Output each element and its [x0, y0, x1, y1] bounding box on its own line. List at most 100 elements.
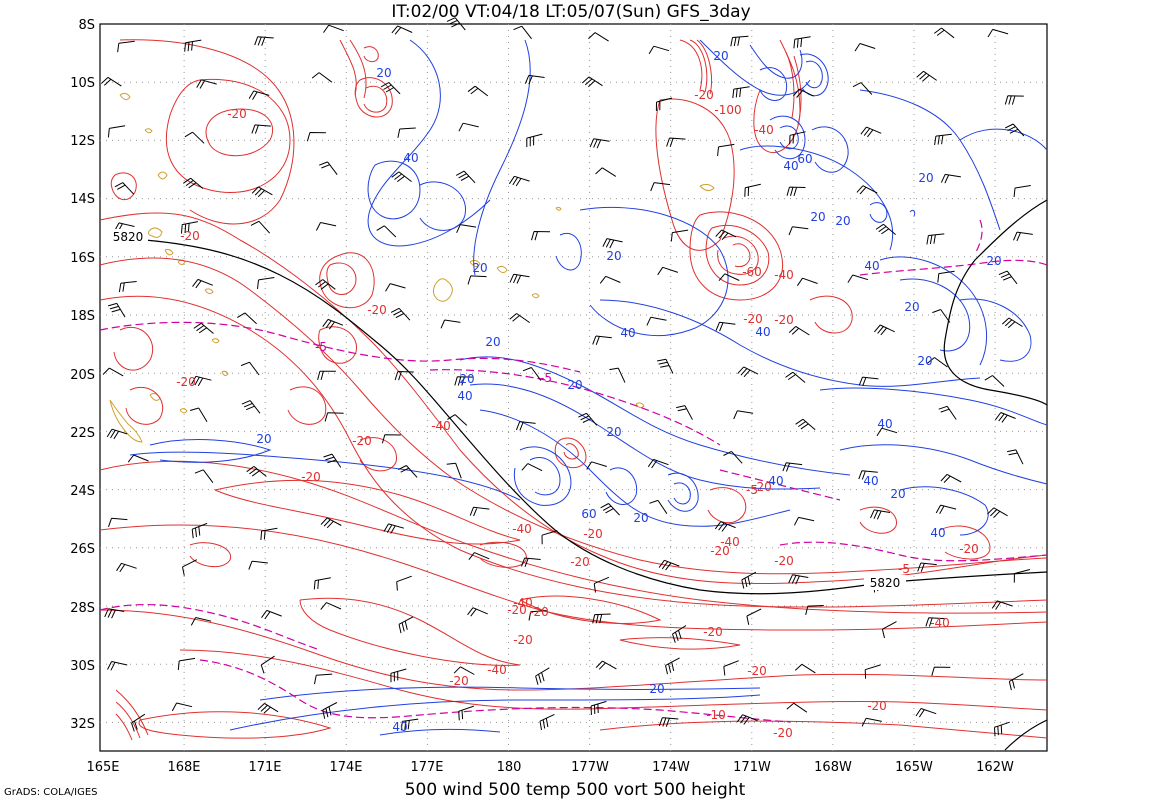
wind-barb [191, 375, 212, 387]
wind-barb [107, 125, 126, 138]
wind-barb [313, 577, 331, 590]
wind-barb [874, 324, 895, 336]
wind-barb [455, 170, 476, 184]
wind-barb [934, 133, 952, 146]
contour-label: 20 [904, 300, 919, 314]
wind-barb [458, 122, 479, 132]
wind-barbs [100, 17, 1033, 737]
wind-barb [658, 717, 679, 727]
contour-label: -20 [227, 107, 247, 121]
contour-label: -20 [774, 554, 794, 568]
contour-label: 40 [877, 417, 892, 431]
contour-label: -20 [180, 229, 200, 243]
wind-barb [795, 418, 816, 431]
wind-barb [260, 527, 278, 541]
wind-barb [937, 270, 955, 283]
contour-label: 20 [917, 354, 932, 368]
wind-barb [655, 97, 673, 112]
lat-label: 28S [70, 601, 95, 616]
wind-barb [508, 175, 530, 187]
contour-label: -40 [720, 535, 740, 549]
wind-barb [394, 371, 414, 381]
wind-barb [788, 226, 809, 236]
contour-label: 20 [835, 214, 850, 228]
wind-barb [736, 714, 758, 725]
contour-label: 20 [633, 511, 648, 525]
contour-label: -20 [694, 88, 714, 102]
wind-barb [447, 414, 468, 426]
wind-barb [131, 713, 146, 732]
wind-barb [531, 231, 551, 241]
wind-barb [581, 76, 603, 88]
wind-barb [237, 312, 257, 325]
temperature-contours [99, 39, 1048, 741]
wind-barb [876, 427, 898, 437]
wind-barb [730, 35, 749, 47]
contour-label: -20 [529, 605, 549, 619]
wind-barb [251, 124, 271, 134]
wind-barb [658, 559, 680, 571]
wind-barb [1013, 185, 1031, 198]
wind-barb [586, 461, 607, 470]
map-caption: 500 wind 500 temp 500 vort 500 height [405, 780, 746, 800]
wind-barb [723, 450, 743, 464]
contour-label: 20 [606, 425, 621, 439]
contour-label: 20 [713, 49, 728, 63]
wind-barb [715, 321, 736, 332]
contour-label: -20 [583, 527, 603, 541]
wind-barb [250, 220, 271, 234]
wind-barb [261, 609, 282, 620]
lat-label: 26S [70, 542, 95, 557]
height-labels: 5820 5820 [108, 229, 906, 590]
wind-barb [1001, 317, 1023, 329]
wind-barb [107, 302, 126, 318]
plot-frame [99, 23, 1048, 752]
map-title: IT:02/00 VT:04/18 LT:05/07(Sun) GFS_3day [391, 2, 750, 22]
contour-label: -40 [774, 268, 794, 282]
wind-barb [521, 557, 541, 567]
wind-barb [468, 552, 490, 561]
wind-barb [440, 319, 461, 329]
wind-barb [397, 127, 416, 138]
wind-barb [666, 137, 686, 147]
wind-barb [854, 43, 876, 52]
wind-barb [102, 367, 124, 377]
contour-label: 20 [810, 210, 825, 224]
wind-barb [528, 610, 547, 621]
contour-label: 20 [256, 432, 271, 446]
wind-barb [114, 182, 135, 195]
wind-barb [870, 509, 891, 520]
lat-label: 24S [70, 484, 95, 499]
wind-barb [796, 277, 818, 286]
wind-barb [875, 223, 896, 235]
contour-label: -20 [752, 480, 772, 494]
wind-barb [320, 602, 342, 610]
contour-label: 40 [930, 526, 945, 540]
wind-barb [793, 516, 815, 526]
lon-label: 165E [86, 760, 119, 775]
wind-barb [925, 617, 945, 627]
wind-barb [522, 367, 542, 381]
wind-barb [521, 463, 543, 472]
wind-barb [107, 661, 128, 671]
contour-label: -20 [747, 664, 767, 678]
wind-barb [1008, 673, 1024, 691]
wind-barb [602, 238, 623, 249]
wind-barb [794, 663, 816, 674]
contour-label: -20 [176, 375, 196, 389]
wind-barb [856, 185, 878, 195]
wind-barb [190, 617, 212, 626]
contour-label: 20 [649, 682, 664, 696]
lon-label: 171W [733, 760, 771, 775]
contour-label: 40 [864, 259, 879, 273]
wind-barb [670, 229, 689, 242]
contour-label: -10 [706, 708, 726, 722]
wind-barb [595, 167, 617, 177]
wind-barb [732, 86, 750, 99]
wind-barb [861, 717, 882, 727]
wind-barb [254, 36, 274, 46]
wind-barb [588, 32, 609, 42]
wind-barb [257, 702, 279, 714]
contour-label: -20 [352, 434, 372, 448]
wind-barb [100, 76, 122, 87]
